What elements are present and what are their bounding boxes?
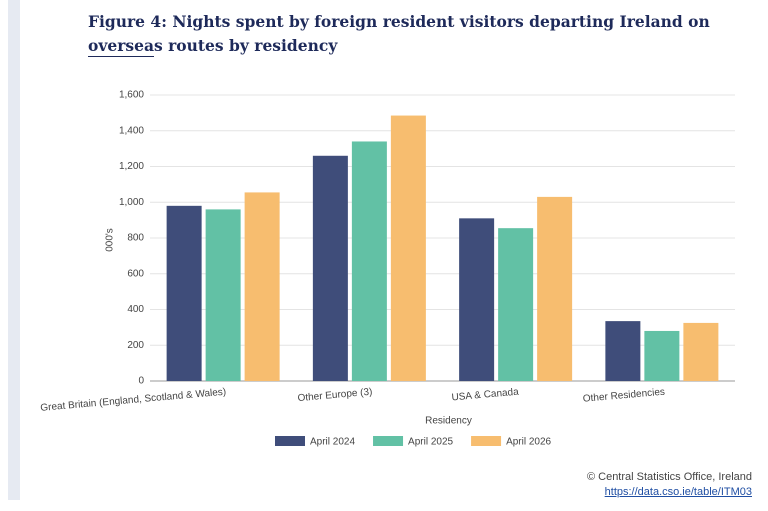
bar: [644, 330, 680, 381]
bar: [537, 196, 573, 381]
bar: [244, 192, 280, 381]
y-tick-label: 400: [127, 304, 144, 315]
y-tick-label: 800: [127, 233, 144, 244]
x-tick-label: Other Europe (3): [297, 387, 373, 404]
x-axis-label: Residency: [425, 416, 472, 427]
y-tick-label: 1,200: [119, 161, 144, 172]
y-tick-label: 1,600: [119, 90, 144, 101]
bar: [498, 228, 534, 381]
y-tick-label: 1,000: [119, 197, 144, 208]
y-tick-label: 200: [127, 340, 144, 351]
bar: [166, 205, 202, 381]
x-tick-label: Great Britain (England, Scotland & Wales…: [40, 387, 227, 414]
x-tick-label: Other Residencies: [582, 387, 665, 405]
legend-swatch: [373, 436, 404, 446]
bar: [605, 321, 641, 381]
legend-label: April 2024: [310, 437, 355, 448]
source-link[interactable]: https://data.cso.ie/table/ITM03: [604, 486, 752, 498]
side-bar: [8, 0, 20, 500]
y-tick-label: 1,400: [119, 125, 144, 136]
legend-label: April 2025: [408, 437, 453, 448]
y-axis-label: 000's: [105, 228, 116, 252]
bar: [459, 218, 495, 381]
chart-title: Figure 4: Nights spent by foreign reside…: [88, 12, 710, 55]
bar: [312, 155, 348, 381]
y-tick-label: 600: [127, 268, 144, 279]
x-tick-label: USA & Canada: [451, 387, 519, 404]
source: © Central Statistics Office, Ireland: [586, 471, 752, 483]
y-tick-label: 0: [138, 376, 144, 387]
bar: [205, 209, 241, 381]
bar: [390, 115, 426, 382]
bar: [683, 322, 719, 381]
bar: [351, 141, 387, 381]
legend-label: April 2026: [506, 437, 551, 448]
legend-swatch: [471, 436, 502, 446]
title-underline: [88, 56, 154, 57]
legend-swatch: [275, 436, 305, 446]
